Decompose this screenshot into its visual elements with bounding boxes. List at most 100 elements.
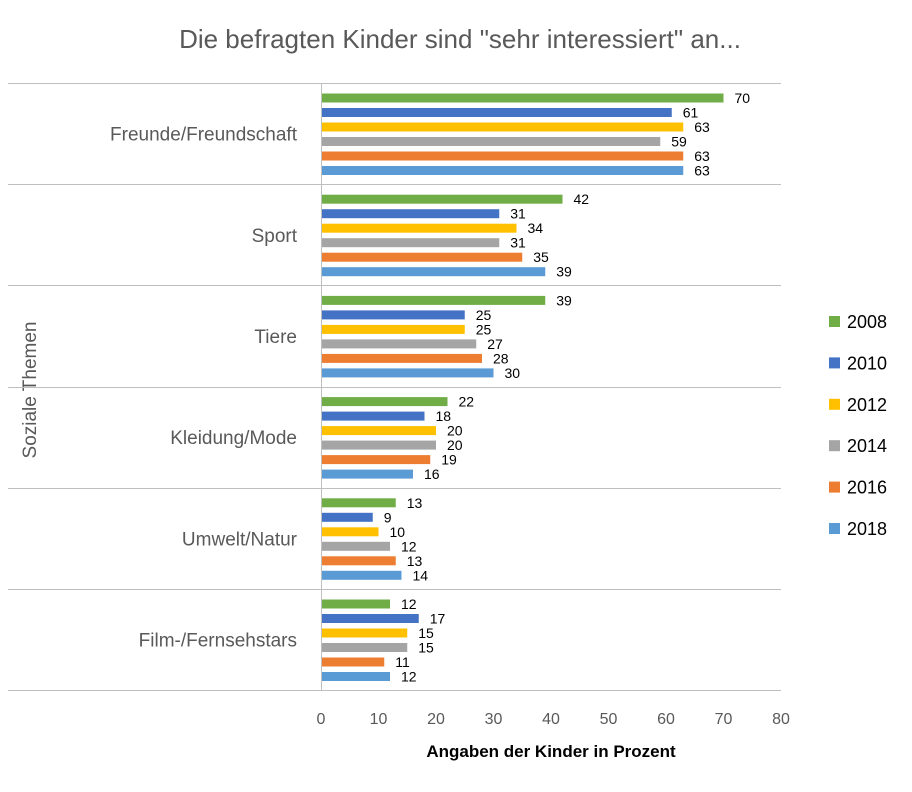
data-label: 31: [510, 206, 526, 222]
x-tick-label: 60: [657, 711, 675, 728]
bar-2008: [322, 295, 546, 305]
data-label: 12: [401, 596, 417, 612]
bar-2014: [322, 440, 436, 450]
bar-2008: [322, 599, 390, 609]
legend-swatch-2008: [829, 316, 840, 327]
bar-2012: [322, 527, 379, 537]
data-label: 39: [556, 264, 572, 280]
data-label: 31: [510, 235, 526, 251]
legend-swatch-2012: [829, 398, 840, 410]
data-label: 34: [528, 220, 544, 236]
bar-2012: [322, 628, 408, 638]
bar-2016: [322, 657, 385, 667]
bar-2018: [322, 267, 546, 277]
data-label: 63: [694, 163, 710, 179]
category-label: Sport: [252, 226, 298, 247]
bar-2018: [322, 570, 402, 580]
bar-2012: [322, 122, 684, 132]
data-label: 63: [694, 119, 710, 135]
legend-swatch-2010: [829, 357, 840, 369]
bar-2008: [322, 194, 563, 204]
legend-label: 2012: [847, 395, 887, 415]
bar-2014: [322, 238, 500, 248]
chart-title: Die befragten Kinder sind "sehr interess…: [179, 24, 741, 54]
data-label: 10: [390, 524, 406, 540]
bar-2010: [322, 614, 419, 623]
bar-2012: [322, 324, 465, 334]
legend-swatch-2014: [829, 440, 840, 452]
category-label: Freunde/Freundschaft: [110, 125, 298, 146]
data-label: 15: [418, 640, 434, 656]
data-label: 20: [447, 423, 463, 439]
bar-2012: [322, 223, 517, 233]
bar-2016: [322, 556, 396, 566]
category-label: Umwelt/Natur: [182, 529, 298, 550]
legend-label: 2010: [847, 353, 887, 373]
data-label: 12: [401, 538, 417, 554]
bar-2012: [322, 426, 436, 436]
bar-2010: [322, 512, 373, 522]
bar-2010: [322, 108, 672, 117]
legend-label: 2014: [847, 436, 887, 456]
data-label: 27: [487, 336, 503, 352]
data-label: 28: [493, 350, 509, 366]
data-label: 22: [459, 394, 475, 410]
x-tick-label: 10: [370, 711, 388, 728]
data-label: 11: [395, 654, 410, 670]
data-label: 15: [418, 625, 434, 641]
bar-2018: [322, 469, 413, 479]
category-label: Kleidung/Mode: [170, 428, 297, 449]
bar-2010: [322, 310, 465, 320]
bar-2016: [322, 151, 684, 161]
x-tick-label: 40: [542, 711, 560, 728]
data-label: 18: [436, 408, 452, 424]
data-label: 61: [683, 105, 699, 121]
bar-2008: [322, 498, 396, 508]
data-label: 35: [533, 249, 549, 265]
category-label: Film-/Fernsehstars: [139, 631, 297, 652]
category-label: Tiere: [254, 327, 297, 348]
bar-2008: [322, 397, 448, 407]
x-axis-label: Angaben der Kinder in Prozent: [426, 742, 676, 761]
legend-label: 2018: [847, 519, 887, 539]
data-label: 63: [694, 148, 710, 164]
bar-2018: [322, 368, 494, 378]
data-label: 17: [430, 611, 446, 627]
x-tick-label: 30: [485, 711, 503, 728]
bar-2016: [322, 353, 482, 363]
legend-swatch-2016: [829, 481, 840, 493]
x-tick-label: 50: [600, 711, 618, 728]
bar-2010: [322, 411, 425, 421]
bar-2008: [322, 93, 724, 103]
data-label: 25: [476, 321, 492, 337]
legend-label: 2008: [847, 312, 887, 332]
bar-2018: [322, 672, 390, 681]
data-label: 25: [476, 307, 492, 323]
bar-2016: [322, 455, 431, 465]
bar-2014: [322, 339, 477, 349]
data-label: 9: [384, 509, 392, 525]
bar-2016: [322, 252, 523, 262]
data-label: 19: [441, 452, 457, 468]
data-label: 42: [574, 191, 590, 207]
data-label: 70: [735, 90, 751, 106]
data-label: 39: [556, 292, 572, 308]
data-label: 59: [671, 134, 687, 150]
legend-label: 2016: [847, 478, 887, 498]
data-label: 14: [413, 567, 429, 583]
data-label: 16: [424, 466, 440, 482]
bar-2018: [322, 166, 684, 175]
data-label: 12: [401, 669, 417, 685]
legend-swatch-2018: [829, 523, 840, 534]
x-tick-label: 80: [772, 711, 790, 728]
bar-2010: [322, 209, 500, 219]
x-tick-label: 20: [427, 711, 445, 728]
data-label: 20: [447, 437, 463, 453]
x-tick-label: 0: [317, 711, 326, 728]
bar-2014: [322, 541, 390, 551]
data-label: 13: [407, 495, 423, 511]
bar-2014: [322, 137, 661, 146]
data-label: 30: [505, 365, 521, 381]
y-axis-label: Soziale Themen: [20, 322, 41, 459]
